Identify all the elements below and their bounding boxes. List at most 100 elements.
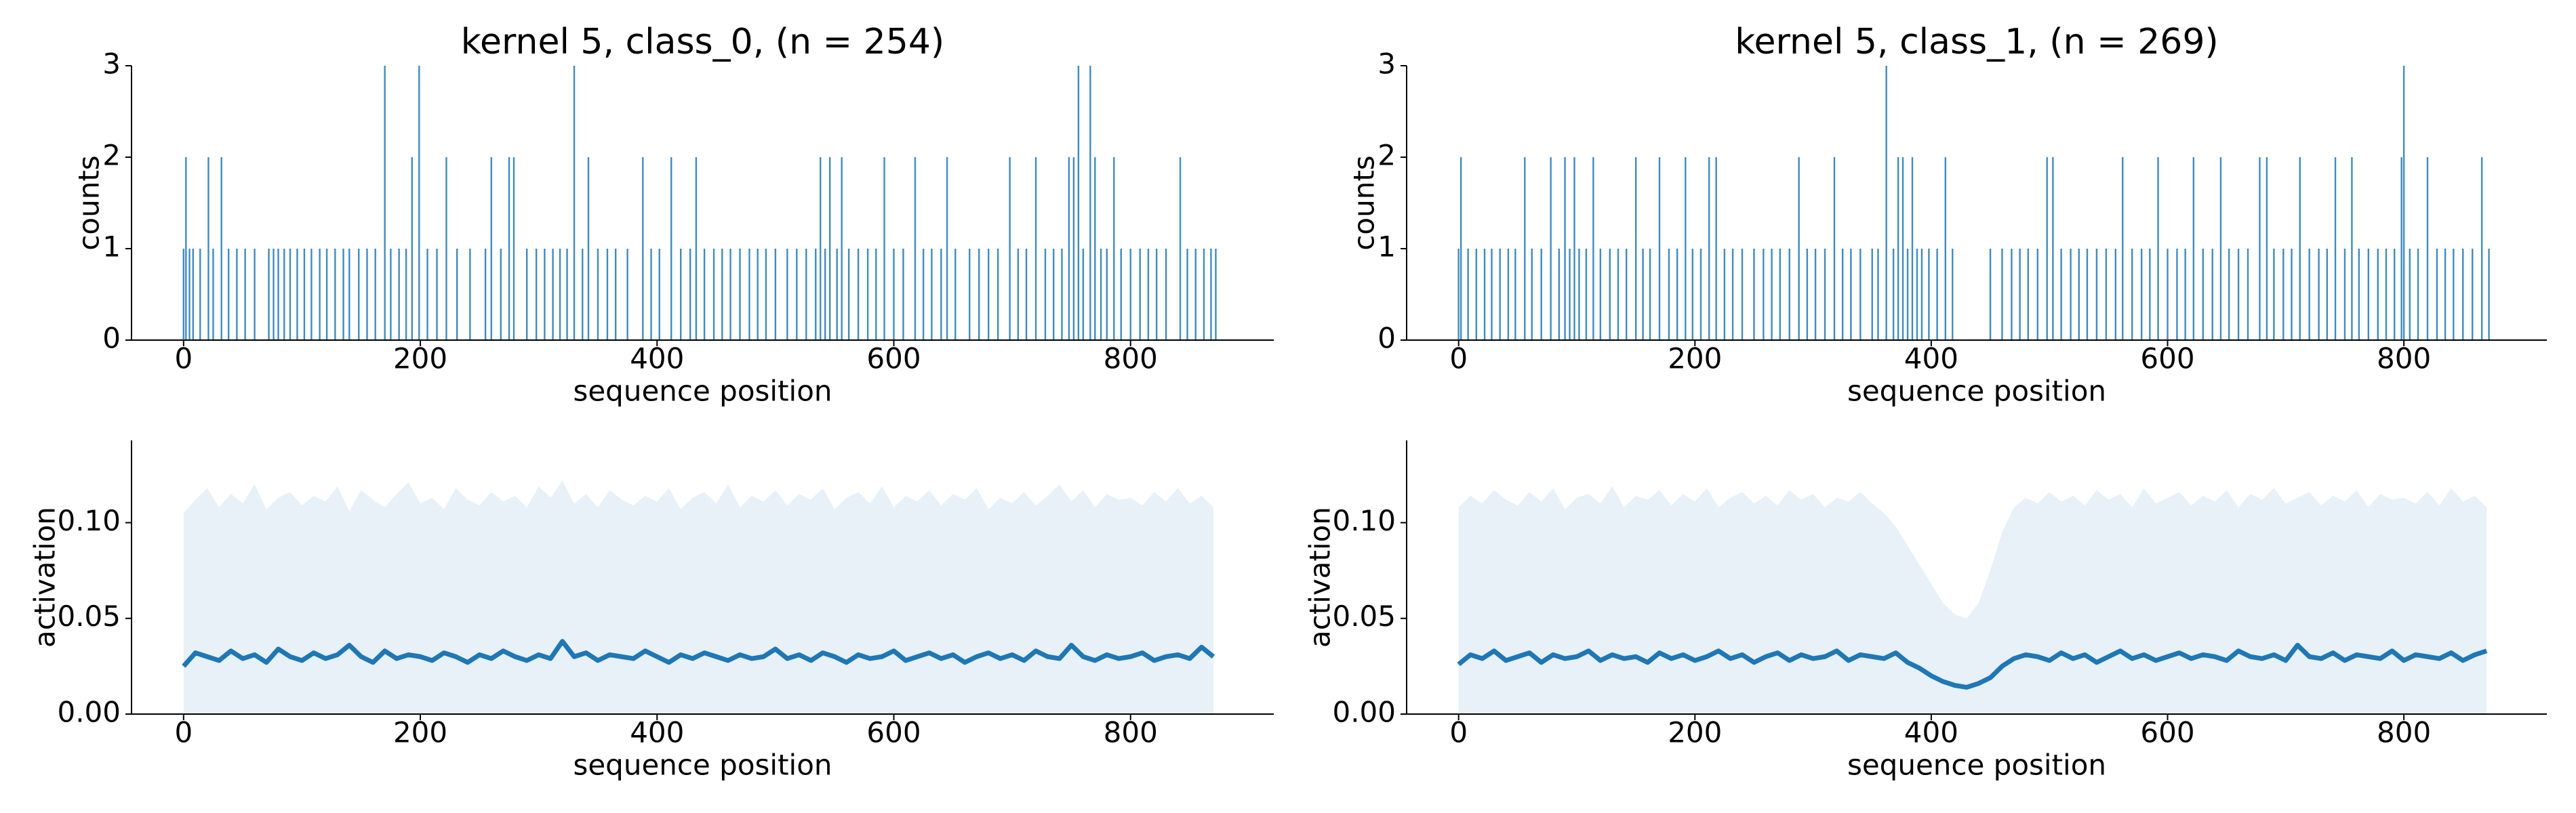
bar — [1491, 249, 1493, 340]
bar — [829, 157, 831, 340]
bar — [358, 249, 360, 340]
x-tick-label: 0 — [1449, 716, 1468, 749]
bar — [2036, 249, 2038, 340]
bar — [946, 157, 948, 340]
bar — [2334, 157, 2337, 340]
bar — [940, 249, 942, 340]
bar — [1077, 66, 1080, 340]
bar — [2086, 249, 2089, 340]
bar — [2211, 249, 2213, 340]
bar — [1685, 157, 1687, 340]
bar — [703, 249, 706, 340]
bar — [1920, 249, 1923, 340]
bar — [2105, 249, 2108, 340]
bar — [739, 249, 741, 340]
bar — [1676, 249, 1678, 340]
bar — [1708, 157, 1710, 340]
bar — [2444, 249, 2447, 340]
bar — [512, 157, 515, 340]
bar — [418, 66, 420, 340]
y-tick-label: 1 — [102, 230, 121, 264]
bar — [1788, 249, 1790, 340]
bar — [2122, 157, 2124, 340]
y-axis-label: activation — [28, 507, 62, 648]
bar — [2318, 249, 2320, 340]
y-axis-label: counts — [73, 155, 106, 250]
bar — [390, 249, 392, 340]
bar — [1841, 249, 1844, 340]
bar — [866, 249, 869, 340]
bar — [847, 249, 850, 340]
bar — [469, 249, 471, 340]
bar — [689, 249, 691, 340]
bar — [273, 249, 275, 340]
bar — [348, 249, 350, 340]
bar — [1009, 157, 1011, 340]
bar — [626, 249, 628, 340]
x-tick-label: 0 — [1449, 342, 1468, 375]
bar — [319, 249, 321, 340]
bar — [484, 249, 487, 340]
bar — [1100, 249, 1102, 340]
bar — [2402, 66, 2405, 340]
bar — [1499, 249, 1501, 340]
x-tick-label: 400 — [630, 716, 684, 749]
bar — [642, 157, 644, 340]
bar — [1068, 157, 1070, 340]
y-tick-label: 0 — [102, 322, 121, 355]
bar — [2299, 157, 2301, 340]
bar — [1061, 249, 1063, 340]
bar — [1609, 249, 1611, 340]
y-tick-label: 0.00 — [1332, 696, 1396, 729]
x-tick-label: 200 — [393, 342, 447, 375]
bar — [1763, 249, 1765, 340]
bar — [883, 157, 885, 340]
bar — [1155, 249, 1158, 340]
bar — [582, 249, 584, 340]
bar — [2019, 249, 2021, 340]
x-tick-label: 800 — [1104, 716, 1158, 749]
bar — [277, 249, 279, 340]
bar — [2326, 249, 2329, 340]
y-tick-label: 3 — [1377, 47, 1396, 81]
bar — [1715, 157, 1717, 340]
bar — [268, 249, 270, 340]
bar — [1691, 249, 1694, 340]
bar — [1877, 249, 1879, 340]
bar — [2167, 249, 2169, 340]
bar — [1113, 157, 1115, 340]
bar — [841, 157, 843, 340]
bar — [1625, 249, 1628, 340]
bar — [1833, 157, 1836, 340]
bar — [931, 249, 933, 340]
bar — [1699, 249, 1702, 340]
bar — [1139, 249, 1141, 340]
bar — [2385, 249, 2388, 340]
bar — [1814, 249, 1817, 340]
bar — [836, 249, 838, 340]
bar — [1592, 157, 1594, 340]
bar — [456, 249, 458, 340]
bar — [1531, 249, 1533, 340]
bar — [1514, 249, 1516, 340]
bar — [303, 249, 306, 340]
bar — [978, 249, 980, 340]
bar — [805, 249, 807, 340]
bar — [954, 249, 957, 340]
bar — [1460, 157, 1462, 340]
bar — [244, 249, 246, 340]
bar — [342, 249, 344, 340]
bar — [1642, 249, 1644, 340]
band — [1458, 486, 2487, 714]
bar — [1044, 249, 1047, 340]
bar — [914, 157, 917, 340]
bar — [1806, 249, 1809, 340]
y-tick-label: 0.10 — [1332, 504, 1396, 537]
bar — [236, 249, 238, 340]
bar — [1165, 249, 1167, 340]
bar — [566, 249, 568, 340]
bar — [670, 157, 672, 340]
bar — [2078, 249, 2080, 340]
x-axis-label: sequence position — [573, 749, 832, 782]
bar — [1483, 249, 1486, 340]
